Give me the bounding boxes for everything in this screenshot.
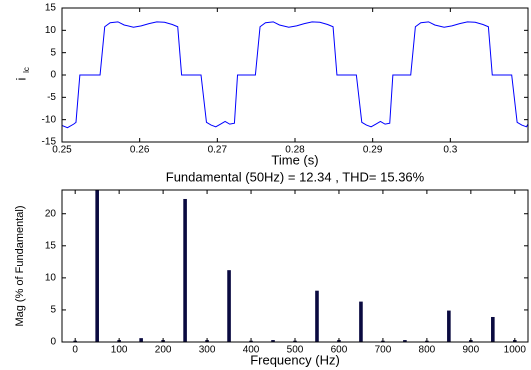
y-axis-label: Mag (% of Fundamental) [14,205,26,326]
y-tick-label: 20 [45,208,57,219]
x-tick-label: 700 [375,345,392,356]
bar [315,290,319,342]
plot [62,21,528,129]
y-tick-label: -5 [47,92,56,103]
bar [447,310,451,342]
bar [271,340,275,342]
y-axis-label: i [13,77,28,80]
x-tick-label: 600 [331,345,348,356]
y-tick-label: 0 [50,337,56,348]
chart-title: Fundamental (50Hz) = 12.34 , THD= 15.36% [166,169,425,184]
axes-box [61,189,529,343]
x-tick-label: 0.26 [130,145,150,156]
x-tick-label: 0.29 [363,145,383,156]
bar [183,198,187,342]
y-tick-label: 10 [45,273,57,284]
x-tick-label: 900 [463,345,480,356]
y-axis-label-subscript: lc [22,67,31,73]
y-tick-label: 15 [45,3,57,14]
x-tick-label: 800 [419,345,436,356]
bar [139,338,143,342]
x-tick-label: 1000 [504,345,527,356]
waveform-line [62,21,528,129]
x-tick-label: 100 [111,345,128,356]
x-tick-label: 200 [155,345,172,356]
bar [95,190,99,342]
y-tick-label: 15 [45,240,57,251]
x-tick-label: 0.28 [285,145,305,156]
x-axis-label: Frequency (Hz) [250,352,340,367]
x-tick-label: 300 [199,345,216,356]
x-tick-label: 500 [287,345,304,356]
bar [359,301,363,342]
bar [403,340,407,342]
axes-box [61,7,529,143]
x-tick-label: 0.25 [52,145,72,156]
x-tick-label: 0 [72,345,78,356]
x-axis-label: Time (s) [271,152,318,167]
y-tick-label: -15 [42,137,57,148]
x-tick-label: 0.3 [443,145,457,156]
x-tick-label: 400 [243,345,260,356]
x-tick-label: 0.27 [208,145,228,156]
bar [491,316,495,342]
y-tick-label: -10 [42,114,57,125]
y-tick-label: 0 [50,70,56,81]
y-tick-label: 10 [45,25,57,36]
y-tick-label: 5 [50,47,56,58]
y-tick-label: 5 [50,305,56,316]
bar [227,270,231,342]
